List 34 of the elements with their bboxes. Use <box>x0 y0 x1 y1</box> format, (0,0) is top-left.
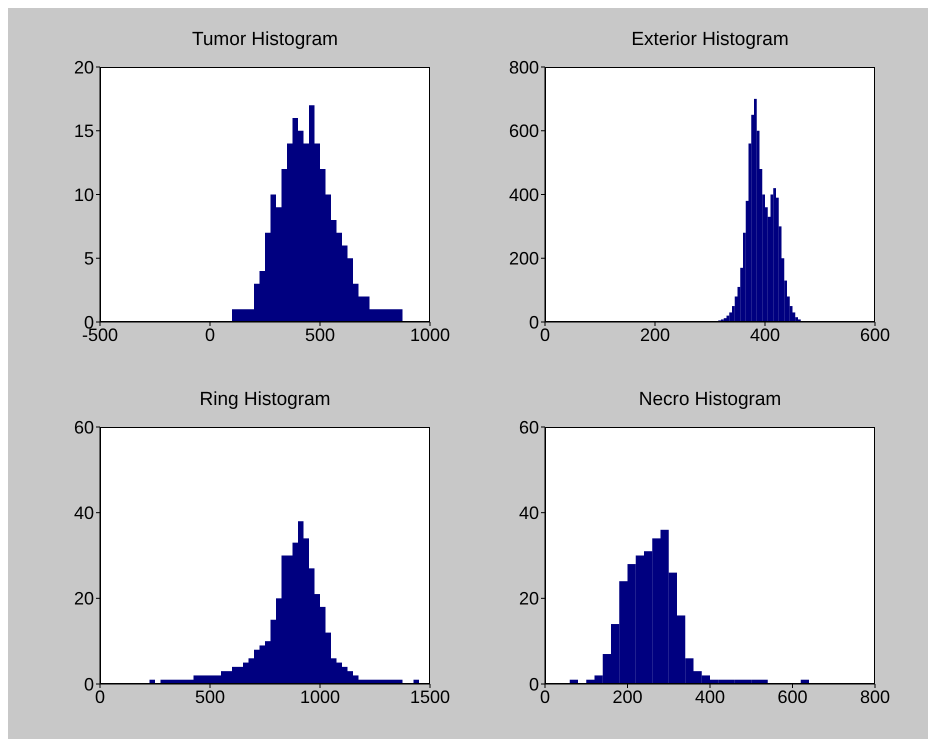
y-tick-label: 400 <box>508 184 539 205</box>
x-tick-label: 0 <box>204 324 216 345</box>
x-tick-label: 400 <box>750 324 780 345</box>
x-tick-label: 600 <box>777 686 808 707</box>
chart-title: Ring Histogram <box>198 389 332 411</box>
y-tick-label: 15 <box>74 121 94 142</box>
x-tick-label: 800 <box>860 686 890 707</box>
y-tick-label: 40 <box>518 503 539 524</box>
chart-title: Necro Histogram <box>638 389 782 411</box>
y-tick-label: 10 <box>74 184 94 205</box>
chart-title: Exterior Histogram <box>630 29 790 51</box>
y-tick-label: 0 <box>528 312 539 332</box>
y-tick-label: 60 <box>518 417 539 438</box>
y-tick-label: 5 <box>84 248 94 269</box>
y-tick-label: 60 <box>74 417 94 438</box>
x-tick-label: 1500 <box>410 686 450 707</box>
x-tick-label: 600 <box>860 324 890 345</box>
y-tick-label: 20 <box>74 588 94 609</box>
x-tick-label: 500 <box>304 324 336 345</box>
y-tick-label: 20 <box>518 588 539 609</box>
chart-title: Tumor Histogram <box>190 29 340 51</box>
y-tick-label: 600 <box>508 121 539 142</box>
x-tick-label: 1000 <box>410 324 450 345</box>
x-tick-label: 500 <box>194 686 226 707</box>
y-tick-label: 200 <box>508 248 539 269</box>
y-tick-label: 20 <box>74 57 94 78</box>
x-tick-label: 400 <box>694 686 726 707</box>
x-tick-label: 200 <box>612 686 643 707</box>
y-tick-label: 800 <box>508 57 539 78</box>
x-tick-label: 1000 <box>300 686 340 707</box>
y-tick-label: 0 <box>84 674 94 694</box>
x-tick-label: 200 <box>640 324 670 345</box>
y-tick-label: 40 <box>74 503 94 524</box>
y-tick-label: 0 <box>528 674 539 694</box>
